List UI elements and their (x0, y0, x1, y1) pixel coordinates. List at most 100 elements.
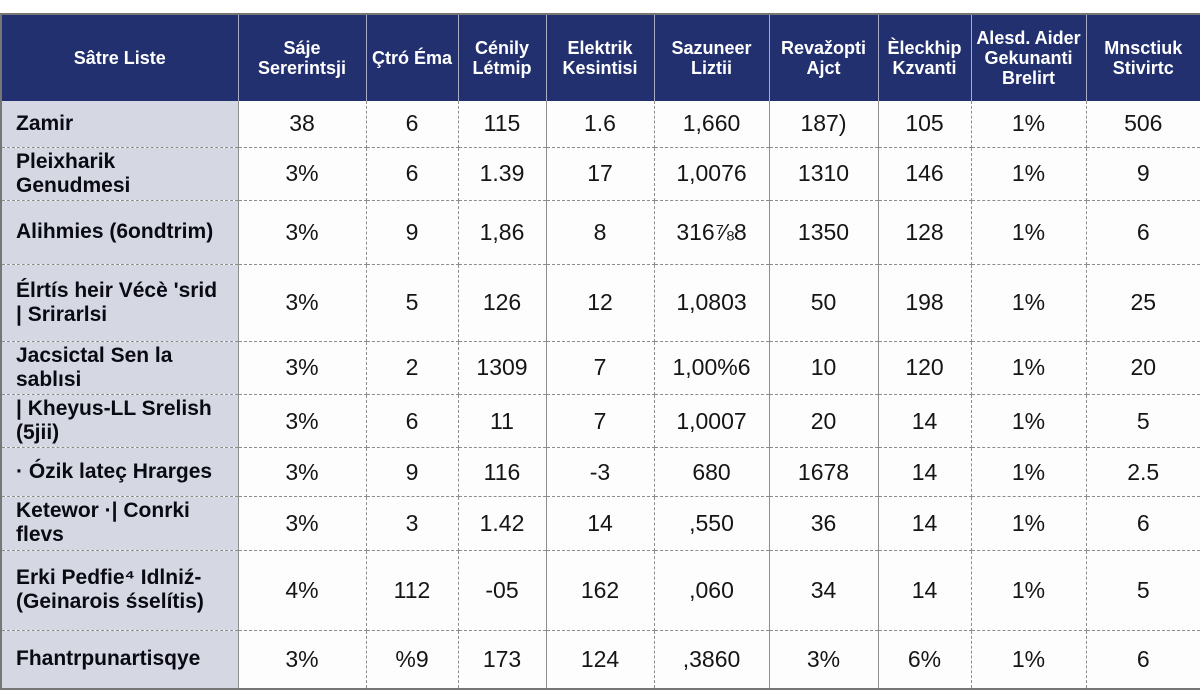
data-cell: 1% (971, 341, 1087, 396)
data-cell: 17 (546, 147, 655, 201)
data-cell: 105 (878, 101, 972, 148)
data-table: Sâtre Liste Sáje Sererintsji Çtró Éma Cé… (0, 13, 1200, 690)
data-cell: 316⅞8 (654, 200, 770, 265)
data-cell: 3% (238, 200, 367, 265)
data-cell: ,3860 (654, 630, 770, 690)
data-cell: 6 (366, 394, 459, 449)
data-cell: 1.6 (546, 101, 655, 148)
header-row: Sâtre Liste Sáje Sererintsji Çtró Éma Cé… (1, 14, 1200, 101)
data-cell: 14 (878, 496, 972, 551)
data-cell: ,060 (654, 550, 770, 631)
header-cell-eleckhip-kzvanti: Èleckhip Kzvanti (878, 14, 972, 101)
data-cell: 6% (878, 630, 972, 690)
data-cell: 9 (1086, 147, 1200, 201)
data-cell: 7 (546, 341, 655, 396)
data-cell: 1% (971, 630, 1087, 690)
data-cell: 128 (878, 200, 972, 265)
header-cell-mnsctiuk-stivirtc: Mnsctiuk Stivirtc (1086, 14, 1200, 101)
data-cell: 3% (238, 447, 367, 498)
row-label: Pleixharik Genudmesi (1, 147, 239, 201)
data-cell: 1,0007 (654, 394, 770, 449)
data-cell: 14 (878, 550, 972, 631)
data-cell: 1,0803 (654, 264, 770, 342)
data-cell: 116 (458, 447, 547, 498)
data-cell: 146 (878, 147, 972, 201)
data-cell: 5 (1086, 550, 1200, 631)
data-cell: 1% (971, 101, 1087, 148)
data-cell: 4% (238, 550, 367, 631)
table-row: Pleixharik Genudmesi 3% 6 1.39 17 1,0076… (1, 147, 1200, 201)
data-cell: -3 (546, 447, 655, 498)
data-cell: 1350 (769, 200, 879, 265)
row-label: · Ózik lateç Hrarges (1, 447, 239, 498)
data-cell: 1.39 (458, 147, 547, 201)
row-label: | Kheyus-LL Srelish (5jii) (1, 394, 239, 449)
data-cell: 36 (769, 496, 879, 551)
data-cell: %9 (366, 630, 459, 690)
data-cell: 1,86 (458, 200, 547, 265)
data-cell: 3% (238, 630, 367, 690)
table-row: Erki Pedfie⁴ Idlniź- (Geinarois śselítis… (1, 550, 1200, 631)
header-cell-saje-sererintsji: Sáje Sererintsji (238, 14, 367, 101)
data-cell: 14 (878, 394, 972, 449)
data-cell: 50 (769, 264, 879, 342)
data-cell: 1310 (769, 147, 879, 201)
header-cell-sazuneer-liztii: Sazuneer Liztii (654, 14, 770, 101)
data-cell: 124 (546, 630, 655, 690)
data-cell: 7 (546, 394, 655, 449)
row-label: Ketewor ·| Conrki flevs (1, 496, 239, 551)
data-cell: 115 (458, 101, 547, 148)
data-cell: 3% (238, 341, 367, 396)
data-cell: ,550 (654, 496, 770, 551)
data-cell: 2 (366, 341, 459, 396)
header-cell-satre-liste: Sâtre Liste (1, 14, 239, 101)
data-cell: 1% (971, 447, 1087, 498)
data-cell: 1% (971, 496, 1087, 551)
data-cell: 1% (971, 147, 1087, 201)
data-cell: 1% (971, 200, 1087, 265)
table-row: Fhantrpunartisqye 3% %9 173 124 ,3860 3%… (1, 630, 1200, 690)
data-cell: 680 (654, 447, 770, 498)
table-row: Zamir 38 6 115 1.6 1,660 187) 105 1% 506 (1, 101, 1200, 148)
data-cell: 2.5 (1086, 447, 1200, 498)
data-cell: 3% (238, 496, 367, 551)
data-cell: 3% (769, 630, 879, 690)
header-cell-revazopti-ajct: Revažopti Ajct (769, 14, 879, 101)
table-row: Élrtís heir Vécè 'srid | Srirarlsi 3% 5 … (1, 264, 1200, 342)
header-cell-ctro-ema: Çtró Éma (366, 14, 459, 101)
data-cell: 3% (238, 394, 367, 449)
data-cell: 6 (366, 147, 459, 201)
row-label: Alihmies (6ondtrim) (1, 200, 239, 265)
table-row: | Kheyus-LL Srelish (5jii) 3% 6 11 7 1,0… (1, 394, 1200, 449)
data-cell: 5 (1086, 394, 1200, 449)
data-cell: 1,0076 (654, 147, 770, 201)
data-cell: 9 (366, 447, 459, 498)
data-cell: 8 (546, 200, 655, 265)
data-cell: 6 (366, 101, 459, 148)
data-cell: 3% (238, 264, 367, 342)
data-cell: 5 (366, 264, 459, 342)
data-cell: 12 (546, 264, 655, 342)
data-cell: 14 (878, 447, 972, 498)
data-cell: 3 (366, 496, 459, 551)
data-cell: 1,660 (654, 101, 770, 148)
data-cell: 14 (546, 496, 655, 551)
data-cell: 1% (971, 394, 1087, 449)
data-cell: 506 (1086, 101, 1200, 148)
data-cell: 162 (546, 550, 655, 631)
data-cell: 112 (366, 550, 459, 631)
data-cell: 10 (769, 341, 879, 396)
row-label: Jacsictal Sen la sablısi (1, 341, 239, 396)
header-cell-elektrik-kesintisi: Elektrik Kesintisi (546, 14, 655, 101)
data-cell: 11 (458, 394, 547, 449)
data-cell: 1678 (769, 447, 879, 498)
data-cell: 3% (238, 147, 367, 201)
data-cell: 173 (458, 630, 547, 690)
data-cell: 126 (458, 264, 547, 342)
data-cell: 9 (366, 200, 459, 265)
data-cell: 25 (1086, 264, 1200, 342)
data-cell: -05 (458, 550, 547, 631)
data-cell: 1.42 (458, 496, 547, 551)
data-cell: 34 (769, 550, 879, 631)
data-cell: 187) (769, 101, 879, 148)
